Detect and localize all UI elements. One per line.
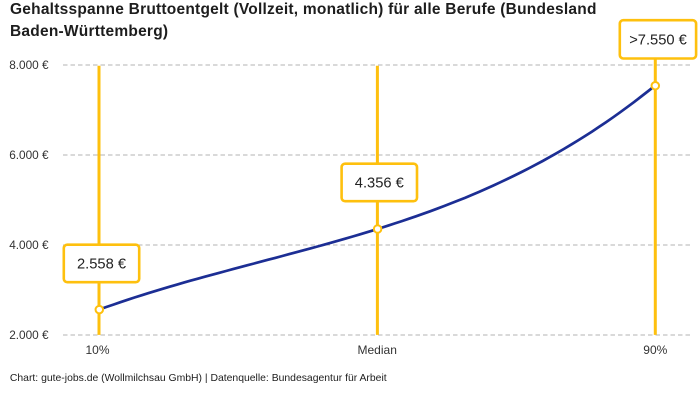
svg-text:4.000 €: 4.000 € <box>9 238 49 252</box>
svg-text:2.558 €: 2.558 € <box>77 257 126 273</box>
svg-text:90%: 90% <box>643 343 667 357</box>
svg-text:8.000 €: 8.000 € <box>9 58 49 72</box>
svg-text:10%: 10% <box>85 343 109 357</box>
svg-text:Chart: gute-jobs.de (Wollmilch: Chart: gute-jobs.de (Wollmilchsau GmbH) … <box>10 373 387 384</box>
svg-text:6.000 €: 6.000 € <box>9 148 49 162</box>
svg-text:Median: Median <box>358 343 397 357</box>
svg-text:>7.550 €: >7.550 € <box>629 33 687 49</box>
svg-text:2.000 €: 2.000 € <box>9 328 49 342</box>
svg-text:4.356 €: 4.356 € <box>355 176 404 192</box>
